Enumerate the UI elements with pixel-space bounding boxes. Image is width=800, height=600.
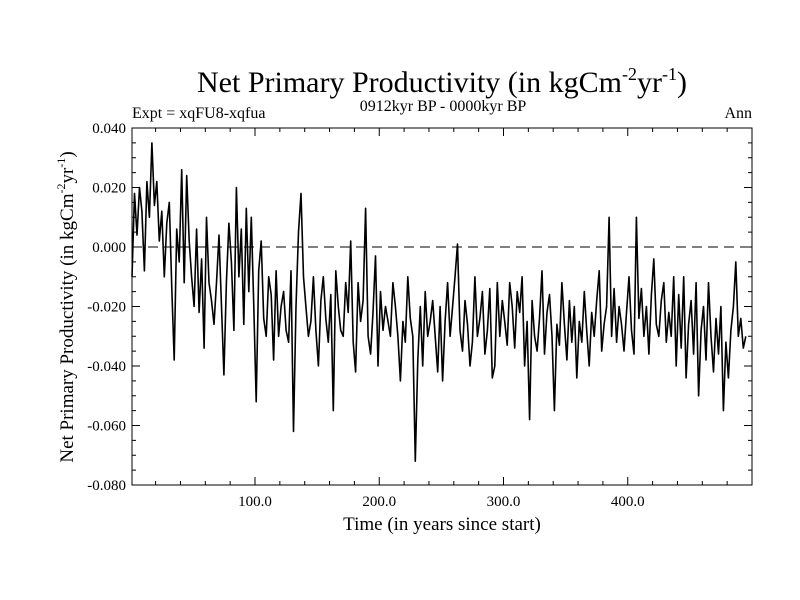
period-label: 0912kyr BP - 0000kyr BP [360,98,527,115]
ylabel-main: Net Primary Productivity (in kgCm [57,193,78,462]
ylabel-mid: yr [57,167,78,184]
y-tick-label: 0.020 [92,181,126,197]
title-main: Net Primary Productivity (in kgCm [197,66,622,99]
x-tick-label: 300.0 [487,494,521,510]
title-mid: yr [637,66,662,99]
title-sup2: -1 [662,64,677,84]
series-line [131,142,747,463]
season-label: Ann [724,105,752,122]
x-tick-label: 400.0 [611,494,645,510]
experiment-label: Expt = xqFU8-xqfua [132,105,265,122]
title-sup1: -2 [622,64,637,84]
y-tick-label: 0.040 [92,121,126,137]
ylabel-end: ) [57,151,78,157]
y-tick-label: -0.080 [87,478,126,494]
y-tick-label: -0.040 [87,359,126,375]
series-group [131,142,747,463]
y-tick-label: -0.060 [87,419,126,435]
y-axis-label: Net Primary Productivity (in kgCm-2yr-1) [54,151,78,462]
chart-title: Net Primary Productivity (in kgCm-2yr-1) [197,64,687,99]
y-tick-label: -0.020 [87,300,126,316]
ylabel-sup2: -1 [54,158,68,168]
y-tick-label: 0.000 [92,240,126,256]
x-axis-label: Time (in years since start) [343,514,541,535]
x-tick-label: 200.0 [362,494,396,510]
plot-frame [131,127,753,486]
title-end: ) [677,66,687,99]
x-tick-label: 100.0 [238,494,272,510]
ylabel-sup1: -2 [54,184,68,194]
